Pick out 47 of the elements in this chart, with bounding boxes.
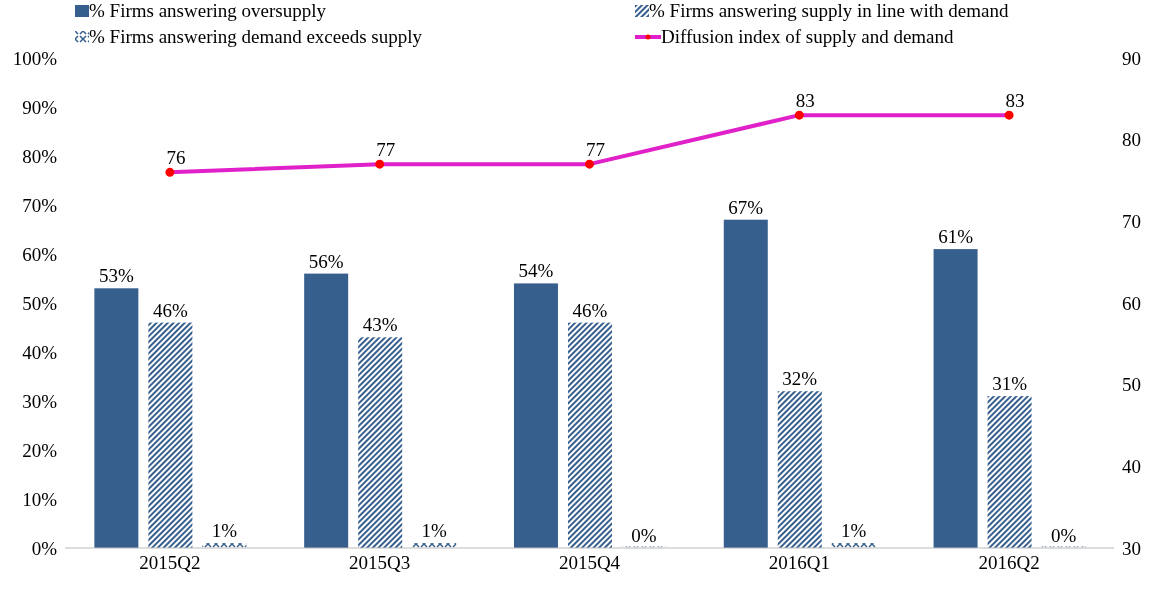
data-label: 76 xyxy=(166,147,186,169)
legend-label: % Firms answering demand exceeds supply xyxy=(89,26,422,48)
data-label: 77 xyxy=(376,139,396,161)
y-tick-label: 60% xyxy=(22,243,58,265)
legend-label: Diffusion index of supply and demand xyxy=(661,26,954,48)
data-label: 0% xyxy=(1050,525,1077,546)
y-tick-label: 0% xyxy=(31,537,58,559)
data-label: 83 xyxy=(1005,90,1025,112)
data-label: 32% xyxy=(782,368,818,390)
x-tick-label: 2016Q1 xyxy=(768,552,830,574)
data-label: 77 xyxy=(586,139,605,161)
data-label: 67% xyxy=(728,196,764,218)
data-label: 31% xyxy=(992,373,1028,395)
legend-label: % Firms answering oversupply xyxy=(89,0,326,22)
data-label: 54% xyxy=(518,260,554,282)
x-tick-label: 2015Q3 xyxy=(349,552,411,574)
data-label: 56% xyxy=(308,250,344,272)
data-label: 83 xyxy=(795,90,815,112)
y-tick-label: 70% xyxy=(22,194,58,216)
y2-tick-label: 70 xyxy=(1122,211,1141,233)
y2-tick-label: 80 xyxy=(1122,129,1141,151)
data-label: 46% xyxy=(152,299,188,321)
y2-tick-label: 90 xyxy=(1122,47,1141,69)
x-tick-label: 2015Q4 xyxy=(558,552,621,574)
y2-tick-label: 30 xyxy=(1122,537,1141,559)
data-label: 61% xyxy=(938,226,974,248)
data-label: 0% xyxy=(631,525,657,546)
legend-label: % Firms answering supply in line with demand xyxy=(649,0,1009,22)
data-label: 1% xyxy=(841,520,867,542)
y-tick-label: 40% xyxy=(22,341,58,363)
x-tick-label: 2015Q2 xyxy=(139,552,201,574)
y-tick-label: 90% xyxy=(22,96,58,118)
y-tick-label: 100% xyxy=(12,47,58,69)
y2-tick-label: 50 xyxy=(1122,374,1141,396)
data-label: 53% xyxy=(98,265,134,287)
y-tick-label: 20% xyxy=(22,439,58,461)
y-tick-label: 80% xyxy=(22,145,58,167)
y2-tick-label: 40 xyxy=(1122,456,1141,478)
data-label: 46% xyxy=(572,299,608,321)
x-tick-label: 2016Q2 xyxy=(978,552,1040,574)
y-tick-label: 10% xyxy=(22,488,58,510)
data-label: 43% xyxy=(362,314,398,336)
y-tick-label: 30% xyxy=(22,390,58,412)
data-label: 1% xyxy=(421,520,448,542)
y2-tick-label: 60 xyxy=(1122,292,1141,314)
data-label: 1% xyxy=(211,520,238,542)
y-tick-label: 50% xyxy=(22,292,58,314)
